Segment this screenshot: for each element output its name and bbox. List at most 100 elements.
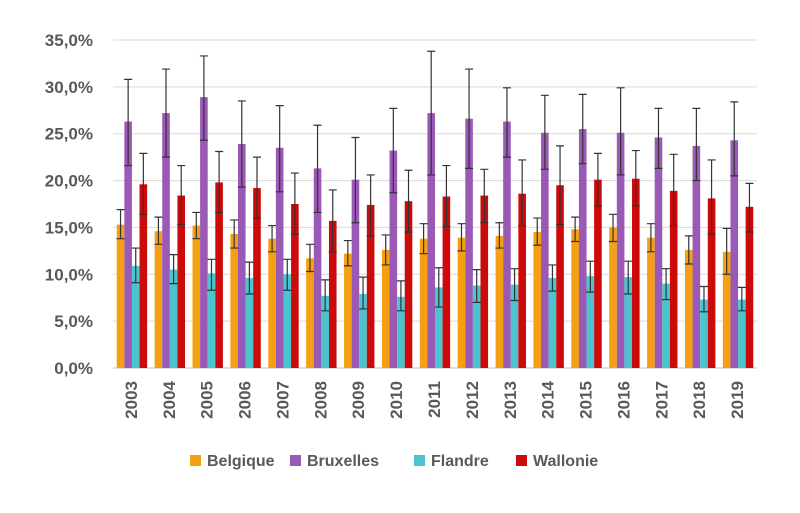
x-tick-label: 2007 [273, 381, 292, 419]
error-bar-wallonie-2018 [707, 159, 716, 235]
bar-flandre-2015 [586, 276, 595, 368]
bar-wallonie-2018 [707, 198, 716, 368]
error-bar-wallonie-2019 [745, 182, 754, 233]
bar-bruxelles-2003 [124, 121, 132, 368]
y-tick-label: 0,0% [54, 359, 93, 378]
bar-belgique-2009 [344, 253, 352, 368]
error-bar-wallonie-2017 [669, 153, 678, 227]
error-bar-flandre-2017 [662, 268, 671, 301]
error-bar-bruxelles-2017 [654, 107, 663, 169]
legend: Belgique Bruxelles Flandre Wallonie [190, 453, 598, 470]
x-tick-label: 2006 [236, 381, 255, 419]
error-bar-belgique-2010 [381, 234, 390, 266]
error-bar-wallonie-2015 [593, 152, 602, 207]
bar-belgique-2019 [722, 251, 731, 368]
error-bar-bruxelles-2016 [616, 87, 625, 176]
x-tick-label: 2003 [122, 381, 141, 419]
bar-bruxelles-2018 [692, 145, 701, 368]
error-bar-flandre-2003 [131, 247, 140, 284]
legend-label-flandre: Flandre [431, 453, 489, 470]
error-bar-wallonie-2005 [215, 150, 224, 214]
bar-flandre-2016 [624, 277, 633, 368]
bar-bruxelles-2010 [389, 150, 398, 368]
bar-belgique-2013 [495, 235, 504, 368]
bar-belgique-2012 [457, 237, 466, 368]
error-bar-belgique-2007 [268, 224, 277, 253]
bar-flandre-2019 [738, 299, 746, 368]
bar-flandre-2005 [207, 273, 216, 368]
error-bar-flandre-2008 [321, 279, 330, 312]
bar-belgique-2016 [609, 227, 617, 368]
x-tick-label: 2015 [577, 381, 596, 419]
error-bar-flandre-2011 [434, 267, 443, 308]
bar-bruxelles-2007 [275, 147, 284, 368]
bar-belgique-2007 [268, 238, 276, 368]
error-bar-belgique-2017 [646, 223, 655, 253]
x-tick-label: 2004 [160, 380, 179, 418]
error-bar-belgique-2011 [419, 223, 428, 255]
bar-belgique-2011 [419, 238, 428, 368]
error-bar-bruxelles-2018 [692, 107, 701, 182]
error-bar-wallonie-2007 [290, 172, 299, 235]
bar-flandre-2007 [283, 274, 292, 368]
bar-bruxelles-2011 [427, 113, 435, 369]
bar-flandre-2006 [245, 278, 254, 368]
bar-bruxelles-2005 [200, 97, 208, 368]
error-bar-bruxelles-2015 [578, 93, 587, 165]
error-bar-flandre-2012 [472, 269, 481, 303]
error-bar-flandre-2009 [359, 276, 368, 310]
bar-belgique-2010 [381, 249, 390, 368]
bar-bruxelles-2015 [578, 129, 587, 368]
bar-bruxelles-2019 [730, 140, 739, 368]
bar-belgique-2017 [647, 237, 655, 368]
x-tick-label: 2010 [387, 381, 406, 419]
error-bar-belgique-2006 [230, 219, 239, 249]
error-bar-bruxelles-2013 [502, 87, 511, 158]
x-tick-label: 2009 [349, 381, 368, 419]
bar-bruxelles-2013 [503, 121, 511, 368]
error-bar-flandre-2018 [699, 285, 708, 313]
x-tick-label: 2019 [728, 381, 747, 419]
bars-layer [116, 97, 754, 369]
error-bar-flandre-2016 [624, 260, 633, 295]
bar-flandre-2008 [321, 295, 329, 368]
bar-belgique-2008 [306, 258, 314, 368]
error-bar-bruxelles-2019 [730, 101, 739, 177]
y-tick-label: 35,0% [45, 31, 93, 50]
error-bar-bruxelles-2014 [540, 94, 549, 170]
legend-swatch-belgique [190, 455, 201, 466]
bar-belgique-2014 [533, 232, 542, 368]
error-bar-bruxelles-2005 [199, 55, 208, 141]
bar-wallonie-2019 [745, 206, 754, 368]
bar-bruxelles-2009 [351, 179, 360, 368]
x-tick-label: 2016 [614, 381, 633, 419]
bar-wallonie-2009 [366, 204, 375, 368]
error-bar-wallonie-2012 [480, 168, 489, 224]
bar-flandre-2009 [359, 293, 367, 368]
bar-flandre-2013 [510, 284, 519, 368]
error-bar-belgique-2015 [571, 216, 580, 243]
bar-belgique-2006 [230, 233, 238, 368]
error-bar-wallonie-2009 [366, 174, 375, 237]
bar-flandre-2004 [169, 269, 178, 368]
bar-wallonie-2010 [404, 201, 413, 368]
error-bar-flandre-2015 [586, 260, 595, 293]
error-bar-bruxelles-2004 [162, 68, 171, 158]
x-tick-label: 2011 [425, 381, 444, 418]
y-tick-label: 30,0% [45, 78, 93, 97]
bar-bruxelles-2004 [162, 113, 170, 369]
error-bar-wallonie-2016 [631, 149, 640, 207]
bar-wallonie-2004 [177, 195, 186, 368]
bar-wallonie-2017 [669, 190, 678, 368]
error-bar-belgique-2018 [684, 235, 693, 265]
error-bar-belgique-2014 [533, 217, 542, 246]
bar-flandre-2003 [131, 265, 140, 368]
legend-swatch-flandre [414, 455, 425, 466]
axis-layer: 0,0% 5,0% 10,0% 15,0% 20,0% 25,0% 30,0% 35,0% 20… [45, 31, 747, 419]
bar-flandre-2014 [548, 278, 557, 368]
y-tick-label: 15,0% [45, 218, 93, 237]
bar-bruxelles-2016 [616, 132, 625, 368]
y-tick-label: 5,0% [54, 312, 93, 331]
